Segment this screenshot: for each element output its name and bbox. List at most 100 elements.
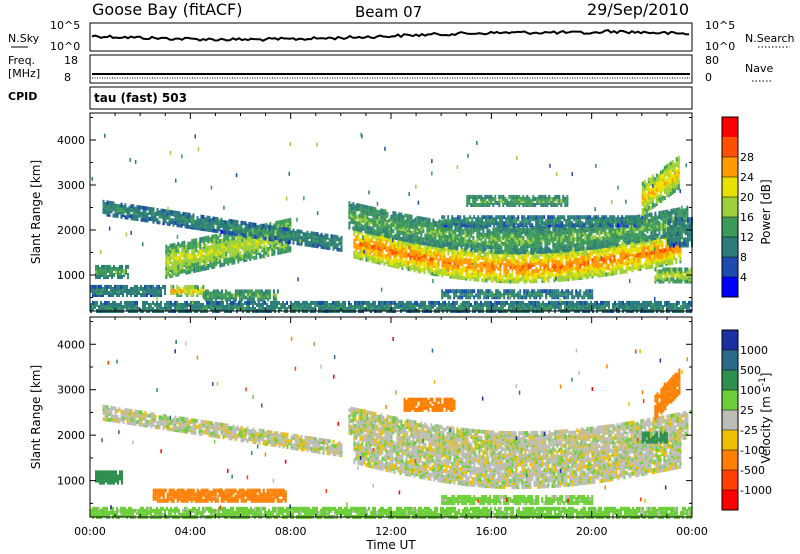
data-cell [464, 227, 467, 231]
data-cell [407, 252, 410, 257]
data-cell [456, 222, 459, 227]
data-cell [473, 267, 476, 272]
data-cell [445, 247, 448, 252]
data-cell [425, 246, 428, 251]
data-cell [408, 220, 411, 225]
data-cell [551, 262, 554, 267]
data-cell [686, 271, 689, 276]
data-cell [422, 237, 425, 242]
data-cell [631, 215, 634, 220]
data-cell [455, 223, 458, 228]
data-cell [669, 171, 672, 176]
data-cell [536, 235, 539, 240]
data-cell [547, 215, 550, 220]
data-cell [461, 272, 464, 277]
data-cell [641, 207, 644, 212]
data-cell [348, 221, 351, 226]
data-cell [169, 243, 172, 248]
data-cell [686, 279, 689, 284]
data-cell [619, 244, 622, 248]
data-cell [371, 246, 374, 251]
data-cell [512, 244, 515, 249]
data-cell [169, 260, 172, 264]
data-cell [375, 257, 378, 262]
data-cell [684, 279, 687, 284]
data-cell [384, 221, 387, 226]
data-cell [507, 269, 510, 274]
data-cell [454, 242, 457, 247]
data-cell [393, 239, 396, 244]
data-cell [424, 217, 427, 222]
data-cell [385, 248, 388, 253]
data-cell [486, 194, 489, 199]
data-cell [654, 230, 657, 234]
data-cell [565, 255, 568, 259]
data-cell [580, 234, 583, 239]
data-cell [676, 211, 679, 216]
data-cell [495, 215, 498, 220]
data-cell [481, 278, 484, 283]
data-cell [515, 273, 518, 278]
data-cell [403, 243, 406, 248]
data-cell [536, 245, 539, 250]
data-cell [523, 275, 526, 280]
data-cell [431, 245, 434, 250]
data-cell [537, 260, 540, 265]
data-cell [587, 260, 590, 265]
data-cell [641, 181, 644, 186]
data-cell [649, 242, 652, 247]
data-cell [441, 215, 444, 220]
data-cell [478, 194, 481, 199]
data-cell [678, 217, 681, 222]
data-cell [413, 256, 416, 261]
data-cell [355, 243, 358, 248]
data-cell [680, 209, 683, 213]
data-cell [376, 215, 379, 220]
data-cell [562, 242, 565, 247]
data-cell [411, 253, 414, 258]
data-cell [477, 215, 480, 220]
data-cell [461, 261, 464, 266]
data-cell [524, 227, 527, 232]
data-cell [504, 242, 507, 246]
data-cell [606, 231, 609, 236]
data-cell [673, 174, 676, 179]
data-cell [552, 249, 555, 254]
data-cell [619, 264, 622, 269]
data-cell [647, 261, 650, 266]
cpid-panel [89, 86, 693, 110]
data-cell [488, 235, 491, 240]
data-cell [569, 223, 572, 228]
data-cell [401, 247, 404, 252]
data-cell [580, 226, 583, 231]
data-cell [556, 249, 559, 253]
data-cell [519, 261, 522, 266]
data-cell [425, 260, 428, 265]
data-cell [643, 262, 646, 267]
data-cell [592, 235, 595, 240]
data-cell [470, 233, 473, 238]
data-cell [423, 254, 426, 258]
data-cell [171, 243, 174, 248]
data-cell [619, 248, 622, 253]
data-cell [463, 215, 466, 220]
data-cell [171, 253, 174, 258]
data-cell [535, 254, 538, 259]
data-cell [602, 236, 605, 241]
data-cell [476, 232, 479, 237]
data-cell [603, 258, 606, 263]
data-cell [564, 248, 567, 253]
data-cell [635, 215, 638, 220]
data-cell [514, 194, 517, 199]
data-cell [516, 228, 519, 232]
data-cell [667, 257, 670, 262]
data-cell [400, 230, 403, 235]
data-cell [205, 244, 208, 249]
data-cell [556, 230, 559, 235]
data-cell [613, 265, 616, 270]
data-cell [667, 173, 670, 178]
data-cell [435, 250, 438, 255]
data-cell [422, 223, 425, 227]
data-cell [555, 272, 558, 276]
data-cell [664, 277, 667, 282]
